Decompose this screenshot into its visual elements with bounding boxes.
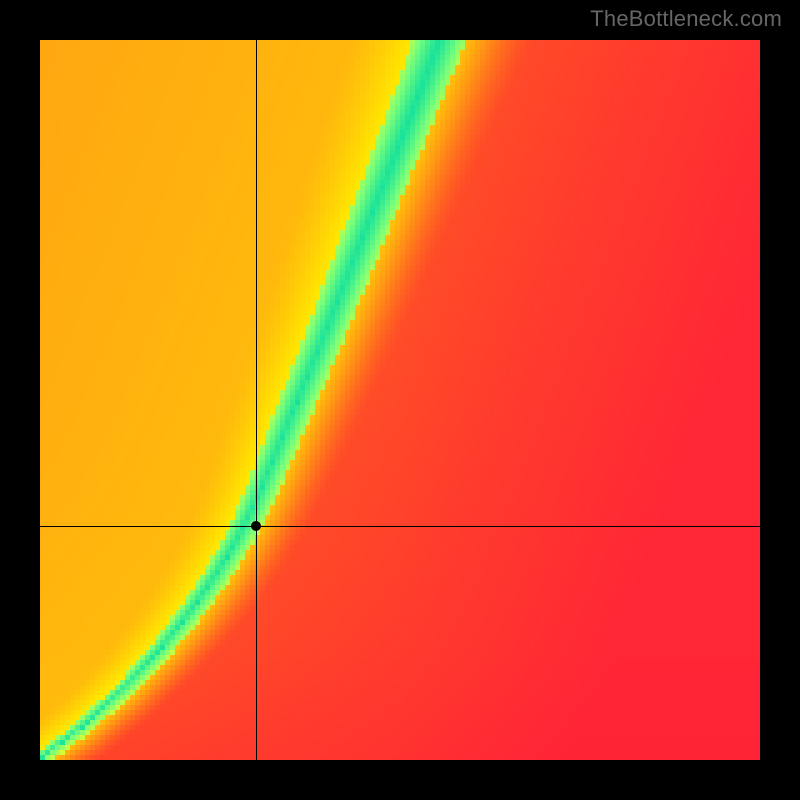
heatmap-plot: [40, 40, 760, 760]
heatmap-canvas: [40, 40, 760, 760]
watermark-text: TheBottleneck.com: [590, 6, 782, 32]
crosshair-vertical: [256, 40, 257, 760]
crosshair-horizontal: [40, 526, 760, 527]
marker-dot: [251, 521, 261, 531]
